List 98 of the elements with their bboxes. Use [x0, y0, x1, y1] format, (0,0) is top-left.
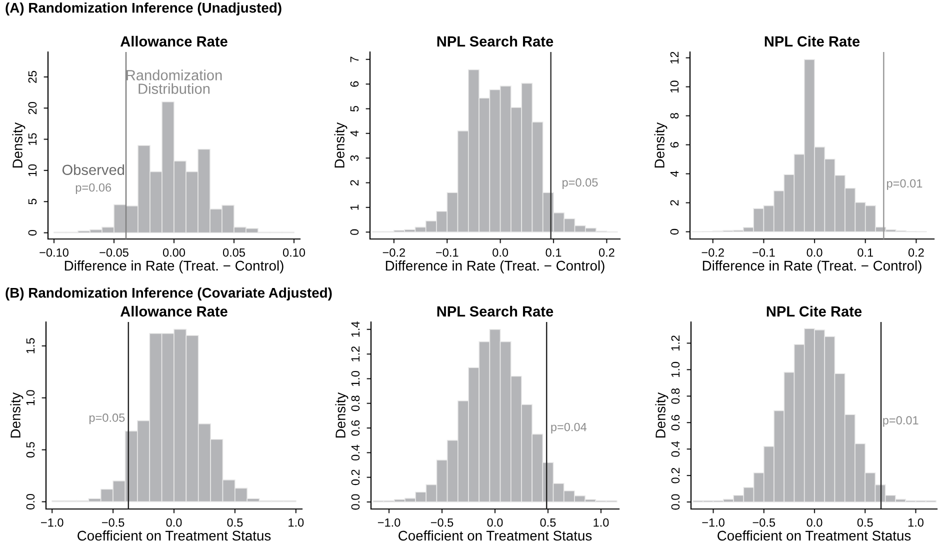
y-tick-label: 0.0 — [671, 494, 680, 510]
x-tick-label: −0.5 — [430, 518, 454, 527]
y-tick-label: 12 — [670, 52, 679, 64]
chart-title: NPL Cite Rate — [764, 36, 860, 47]
x-tick-label: 0.5 — [857, 518, 873, 527]
x-tick-label: 0.2 — [598, 248, 614, 257]
chart-title: Allowance Rate — [120, 36, 228, 47]
x-tick-label: 0.0 — [166, 518, 182, 527]
y-tick-label: 0.2 — [671, 468, 680, 484]
y-tick-label: 6 — [350, 81, 359, 87]
y-tick-label: 15 — [28, 133, 37, 145]
x-tick-label: −1.0 — [41, 518, 64, 527]
y-tick-label: 0.0 — [351, 494, 360, 510]
annotation: p=0.05 — [89, 413, 125, 424]
y-tick-label: 1 — [350, 204, 359, 210]
y-tick-label: 0 — [350, 229, 359, 235]
x-tick-label: 1.0 — [594, 518, 609, 527]
annotation: p=0.05 — [562, 178, 598, 189]
x-tick-label: 0.0 — [806, 518, 822, 527]
chart-title: Allowance Rate — [120, 306, 228, 317]
y-tick-label: 8 — [670, 113, 679, 119]
x-tick-label: −1.0 — [702, 518, 724, 527]
annotation: Observed — [62, 164, 124, 176]
x-tick-label: 0.05 — [222, 248, 245, 257]
y-axis-title: Density — [12, 122, 26, 168]
y-tick-label: 0 — [670, 228, 679, 235]
y-tick-label: 1.4 — [351, 322, 360, 337]
y-tick-label: 0.5 — [26, 442, 35, 458]
y-tick-label: 10 — [28, 164, 37, 176]
x-axis-title: Difference in Rate (Treat. − Control) — [64, 260, 284, 274]
y-tick-label: 5 — [28, 198, 37, 204]
y-tick-label: 25 — [28, 70, 37, 83]
annotation: p=0.06 — [76, 183, 112, 194]
y-tick-label: 0.8 — [671, 388, 680, 404]
x-tick-label: 0.00 — [162, 248, 186, 257]
x-tick-label: 0.2 — [908, 248, 924, 257]
y-tick-label: 0.8 — [351, 396, 360, 412]
y-tick-label: 7 — [350, 56, 359, 62]
y-axis-title: Density — [334, 122, 348, 168]
chart-subtitle: (B) Randomization Inference (Covariate Adjusted) — [6, 288, 332, 300]
y-tick-label: 0.2 — [351, 470, 360, 486]
y-tick-label: 1.2 — [351, 346, 360, 362]
y-axis-title: Density — [335, 392, 348, 438]
x-axis-title: Coefficient on Treatment Status — [718, 530, 911, 541]
x-tick-label: 0.1 — [546, 248, 562, 257]
x-axis-title: Difference in Rate (Treat. − Control) — [386, 260, 604, 274]
x-tick-label: −1.0 — [378, 518, 400, 527]
y-tick-label: 3 — [350, 155, 359, 161]
annotation: Randomization Distribution — [126, 70, 222, 94]
y-tick-label: 4 — [350, 130, 359, 136]
y-tick-label: 10 — [670, 80, 679, 92]
x-tick-label: −0.10 — [40, 248, 68, 257]
y-tick-label: 0.4 — [671, 441, 680, 457]
x-tick-label: 0.0 — [492, 248, 508, 257]
x-tick-label: −0.05 — [100, 248, 128, 257]
y-tick-label: 0.0 — [26, 494, 35, 510]
y-tick-label: 4 — [670, 170, 679, 177]
y-tick-label: 1.5 — [26, 338, 35, 354]
x-tick-label: −0.2 — [382, 248, 405, 257]
y-tick-label: 1.2 — [671, 336, 680, 350]
x-tick-label: −0.5 — [102, 518, 124, 527]
chart-title: NPL Search Rate — [437, 36, 554, 47]
annotation: p=0.04 — [551, 422, 587, 434]
x-tick-label: −0.1 — [752, 248, 775, 257]
annotation: p=0.01 — [887, 179, 922, 190]
y-axis-title: Density — [654, 122, 668, 168]
y-tick-label: 5 — [350, 106, 359, 112]
x-tick-label: 0.5 — [540, 518, 556, 527]
y-tick-label: 0.4 — [351, 444, 360, 460]
x-axis-title: Coefficient on Treatment Status — [398, 530, 592, 541]
x-axis-title: Coefficient on Treatment Status — [78, 530, 271, 541]
x-tick-label: 0.0 — [487, 518, 503, 527]
x-tick-label: 1.0 — [908, 518, 924, 527]
y-tick-label: 2 — [670, 200, 679, 206]
y-tick-label: 20 — [28, 102, 37, 114]
chart-title: NPL Cite Rate — [766, 306, 862, 317]
x-tick-label: 0.5 — [227, 518, 243, 527]
chart-subtitle: (A) Randomization Inference (Unadjusted) — [6, 2, 282, 16]
y-tick-label: 1.0 — [351, 370, 360, 386]
chart-title: NPL Search Rate — [437, 306, 554, 317]
y-axis-title: Density — [10, 392, 24, 438]
y-axis-title: Density — [655, 392, 668, 438]
y-tick-label: 1.0 — [671, 362, 680, 377]
y-tick-label: 2 — [350, 180, 359, 186]
y-tick-label: 0.6 — [671, 414, 680, 430]
x-tick-label: 0.10 — [282, 248, 306, 257]
x-tick-label: −0.2 — [702, 248, 724, 257]
annotation: p=0.01 — [883, 416, 918, 427]
y-tick-label: 0.6 — [351, 420, 360, 436]
x-tick-label: 0.0 — [806, 248, 822, 257]
x-axis-title: Difference in Rate (Treat. − Control) — [702, 260, 922, 274]
y-tick-label: 6 — [670, 142, 679, 148]
x-tick-label: −0.1 — [436, 248, 458, 257]
x-tick-label: −0.5 — [752, 518, 776, 527]
x-tick-label: 1.0 — [288, 518, 304, 527]
y-tick-label: 0 — [28, 230, 37, 236]
y-tick-label: 1.0 — [26, 390, 35, 406]
x-tick-label: 0.1 — [858, 248, 874, 257]
